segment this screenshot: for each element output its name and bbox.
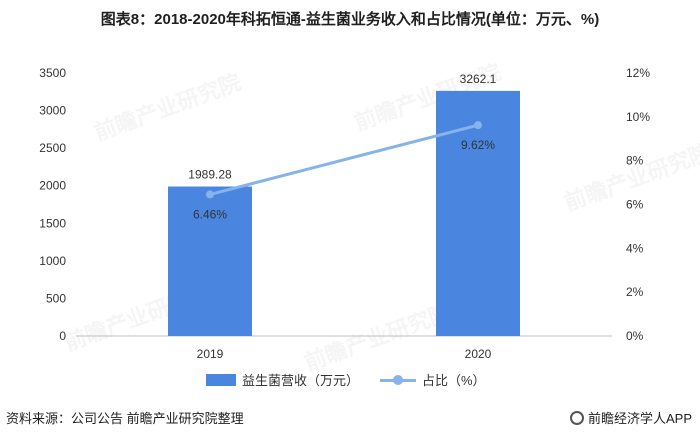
chart-legend: 益生菌营收（万元） 占比（%） bbox=[0, 370, 700, 394]
brand-label: 前瞻经济学人APP bbox=[587, 411, 692, 426]
y-right-tick-label: 10% bbox=[626, 110, 650, 124]
x-tick-label: 2020 bbox=[465, 347, 492, 361]
y-left-tick-label: 3500 bbox=[39, 66, 66, 80]
brand-logo-icon bbox=[569, 410, 584, 425]
bar-value-label: 1989.28 bbox=[188, 168, 232, 182]
legend-bar-label: 益生菌营收（万元） bbox=[242, 373, 360, 388]
brand: 前瞻经济学人APP bbox=[569, 408, 692, 427]
y-left-tick-label: 500 bbox=[46, 291, 66, 305]
legend-item-bar: 益生菌营收（万元） bbox=[206, 370, 359, 389]
y-left-tick-label: 2000 bbox=[39, 179, 66, 193]
legend-line-label: 占比（%） bbox=[422, 373, 486, 388]
legend-bar-swatch bbox=[206, 373, 236, 386]
line-series bbox=[209, 123, 479, 196]
line-value-label: 9.62% bbox=[461, 138, 495, 152]
y-right-tick-label: 6% bbox=[626, 198, 644, 212]
line-point bbox=[206, 190, 214, 199]
bar-value-label: 3262.1 bbox=[460, 72, 497, 86]
y-left-tick-label: 1500 bbox=[39, 216, 66, 230]
x-tick-label: 2019 bbox=[197, 347, 224, 361]
combo-chart: 0 500 1000 1500 2000 2500 3000 3500 0% 2% 4% 6% 8% 10… bbox=[39, 66, 650, 361]
y-left-tick-label: 2500 bbox=[39, 141, 66, 155]
footer: 资料来源：公司公告 前瞻产业研究院整理 前瞻经济学人APP bbox=[0, 402, 700, 436]
source-note: 资料来源：公司公告 前瞻产业研究院整理 bbox=[6, 411, 244, 426]
y-right-tick-label: 2% bbox=[626, 285, 644, 299]
legend-item-line: 占比（%） bbox=[380, 370, 486, 389]
line-value-label: 6.46% bbox=[193, 207, 227, 221]
bar-mark bbox=[168, 186, 252, 336]
chart-title: 图表8：2018-2020年科拓恒通-益生菌业务收入和占比情况(单位：万元、%) bbox=[100, 11, 600, 28]
y-right-tick-label: 12% bbox=[626, 66, 650, 80]
line-point bbox=[474, 121, 482, 130]
y-right-tick-label: 0% bbox=[626, 329, 644, 343]
y-left-tick-label: 0 bbox=[59, 329, 66, 343]
legend-line-swatch bbox=[380, 374, 416, 386]
y-left-tick-label: 1000 bbox=[39, 254, 66, 268]
y-left-tick-label: 3000 bbox=[39, 104, 66, 118]
y-right-tick-label: 8% bbox=[626, 154, 644, 168]
y-right-tick-label: 4% bbox=[626, 241, 644, 255]
